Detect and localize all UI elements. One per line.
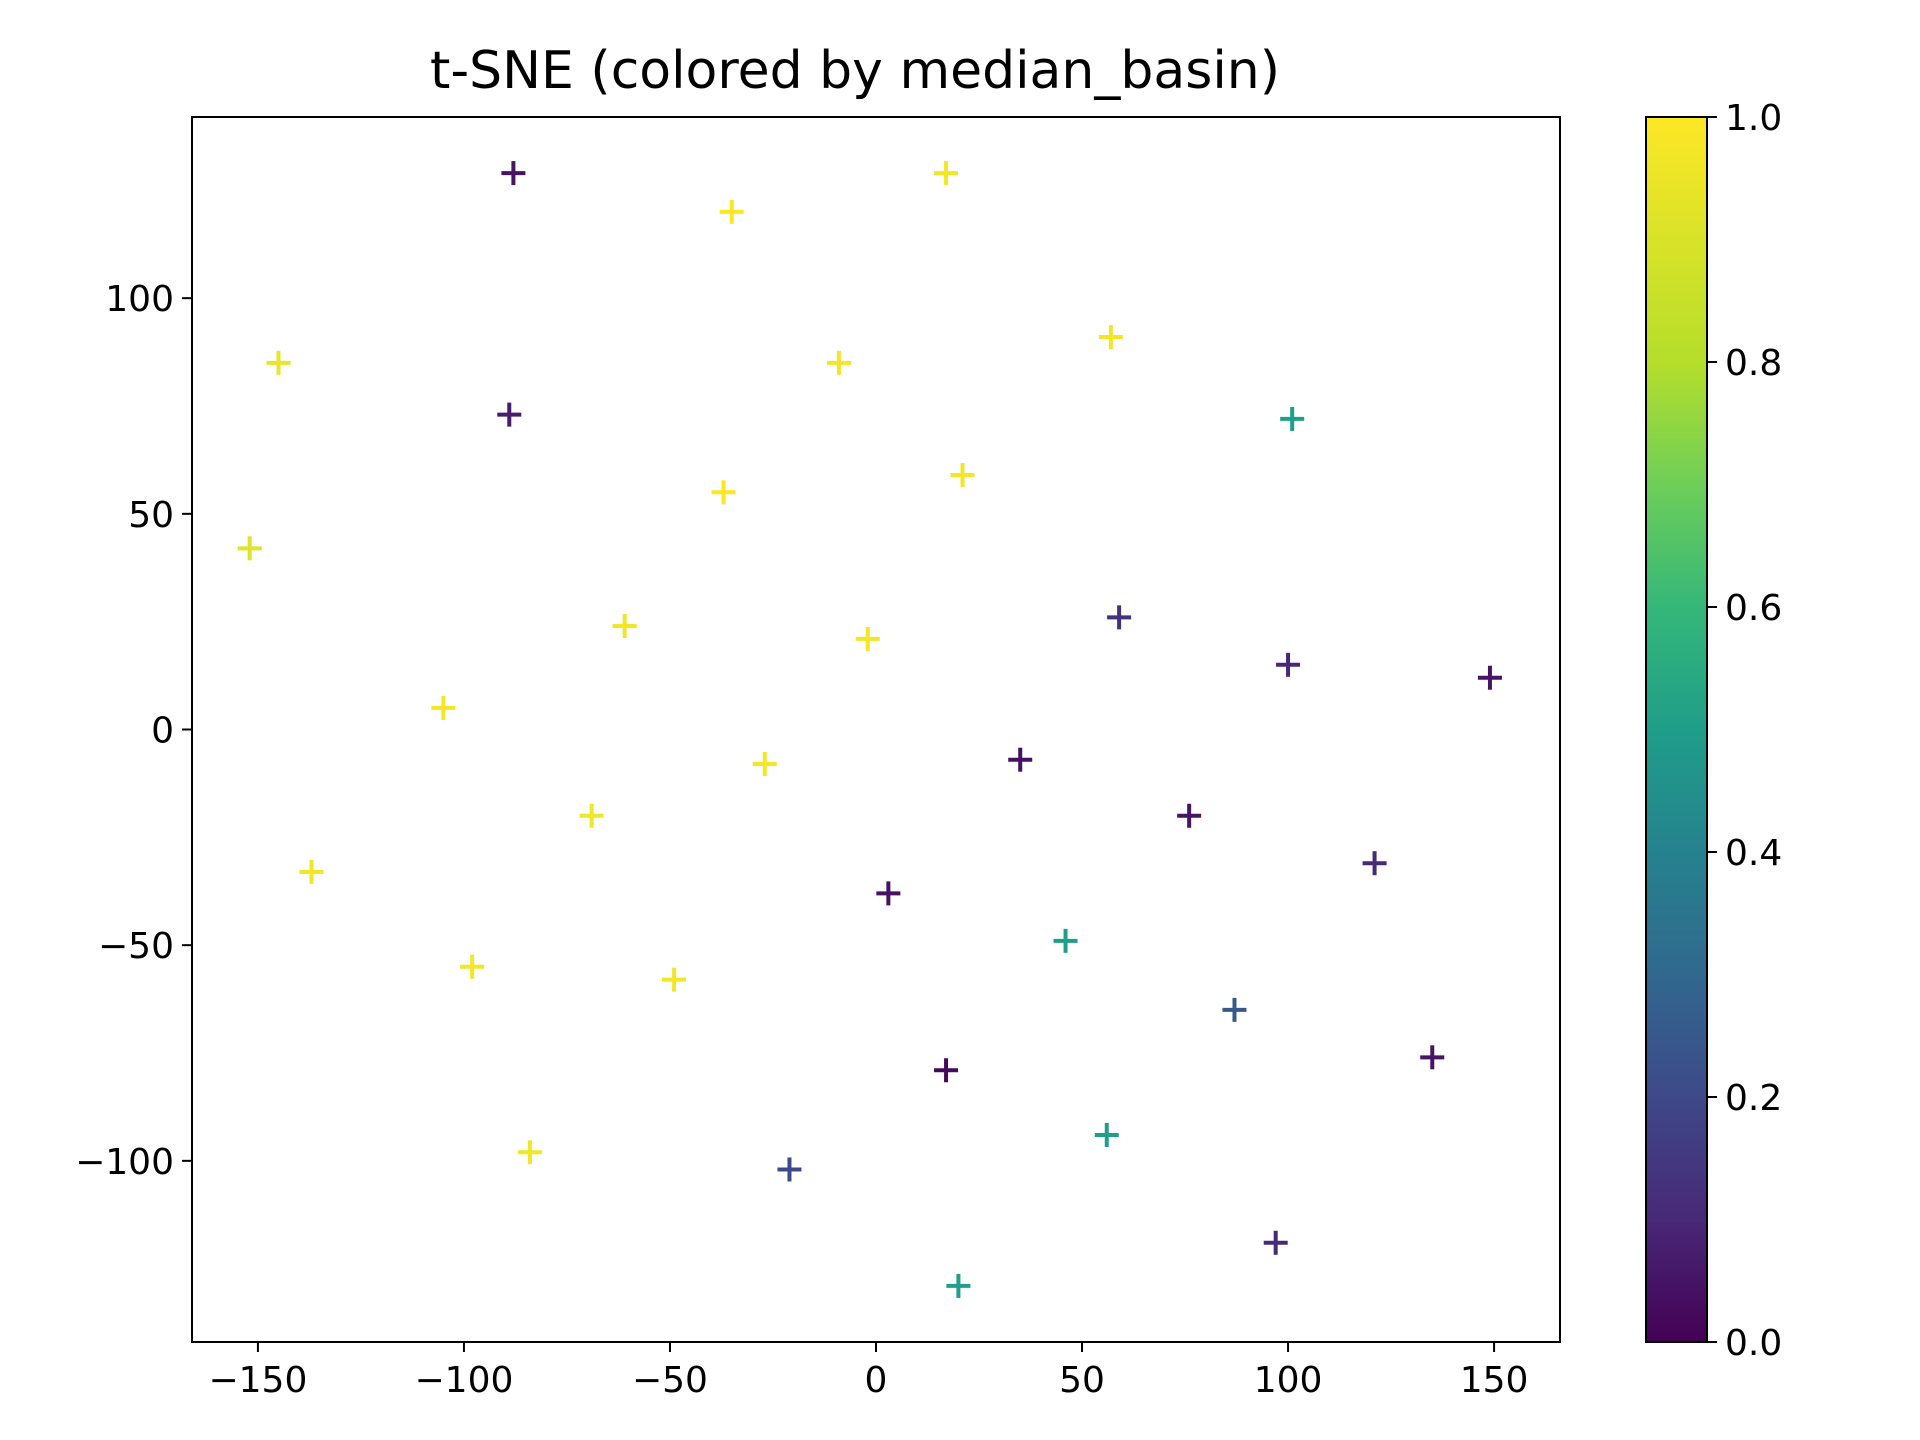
x-tick-label: 50 (1059, 1360, 1105, 1401)
axes: −150 −100 −50 0 50 100 150 −100 −50 0 50 100 (75, 116, 1561, 1401)
data-point (1053, 928, 1078, 953)
data-point (711, 480, 736, 505)
data-point (752, 752, 777, 777)
data-point (501, 161, 526, 186)
data-point (266, 350, 291, 375)
data-point (1280, 406, 1305, 431)
data-point (1107, 605, 1132, 630)
colorbar-tick-label: 0.0 (1725, 1323, 1782, 1364)
data-point (934, 161, 959, 186)
plot-area (237, 161, 1502, 1298)
data-point (826, 350, 851, 375)
chart-title: t-SNE (colored by median_basin) (430, 41, 1280, 101)
data-point (1420, 1045, 1445, 1070)
data-point (1177, 803, 1202, 828)
y-tick-label: 50 (128, 495, 174, 536)
data-point (777, 1157, 802, 1182)
y-tick-label: −50 (98, 926, 174, 967)
data-point (1098, 324, 1123, 349)
data-point (1094, 1122, 1119, 1147)
data-point (1276, 652, 1301, 677)
data-point (1263, 1230, 1288, 1255)
axes-frame (191, 116, 1561, 1343)
colorbar: 0.0 0.2 0.4 0.6 0.8 1.0 (1645, 98, 1782, 1364)
colorbar-tick-label: 0.4 (1725, 833, 1782, 874)
y-tick-label: 0 (151, 711, 174, 752)
data-point (237, 536, 262, 561)
data-point (1477, 665, 1502, 690)
data-point (299, 859, 324, 884)
y-tick-label: 100 (105, 279, 174, 320)
x-tick-label: −50 (632, 1360, 708, 1401)
x-tick-label: 0 (865, 1360, 888, 1401)
colorbar-tick-label: 1.0 (1725, 98, 1782, 139)
data-point (460, 954, 485, 979)
data-point (946, 1273, 971, 1298)
y-tick-label: −100 (75, 1142, 174, 1183)
data-point (1362, 851, 1387, 876)
data-point (431, 695, 456, 720)
colorbar-tick-label: 0.2 (1725, 1078, 1782, 1119)
data-point (1222, 997, 1247, 1022)
x-tick-label: −100 (415, 1360, 514, 1401)
colorbar-tick-label: 0.6 (1725, 588, 1782, 629)
data-point (1008, 747, 1033, 772)
x-tick-label: −150 (208, 1360, 307, 1401)
data-point (950, 463, 975, 488)
data-point (876, 881, 901, 906)
colorbar-tick-label: 0.8 (1725, 343, 1782, 384)
data-point (662, 967, 687, 992)
data-point (579, 803, 604, 828)
data-point (612, 613, 637, 638)
x-tick-label: 100 (1254, 1360, 1323, 1401)
data-point (855, 626, 880, 651)
data-point (719, 199, 744, 224)
colorbar-gradient (1645, 116, 1708, 1343)
x-tick-label: 150 (1460, 1360, 1529, 1401)
data-point (934, 1058, 959, 1083)
data-point (497, 402, 522, 427)
data-point (517, 1140, 542, 1165)
